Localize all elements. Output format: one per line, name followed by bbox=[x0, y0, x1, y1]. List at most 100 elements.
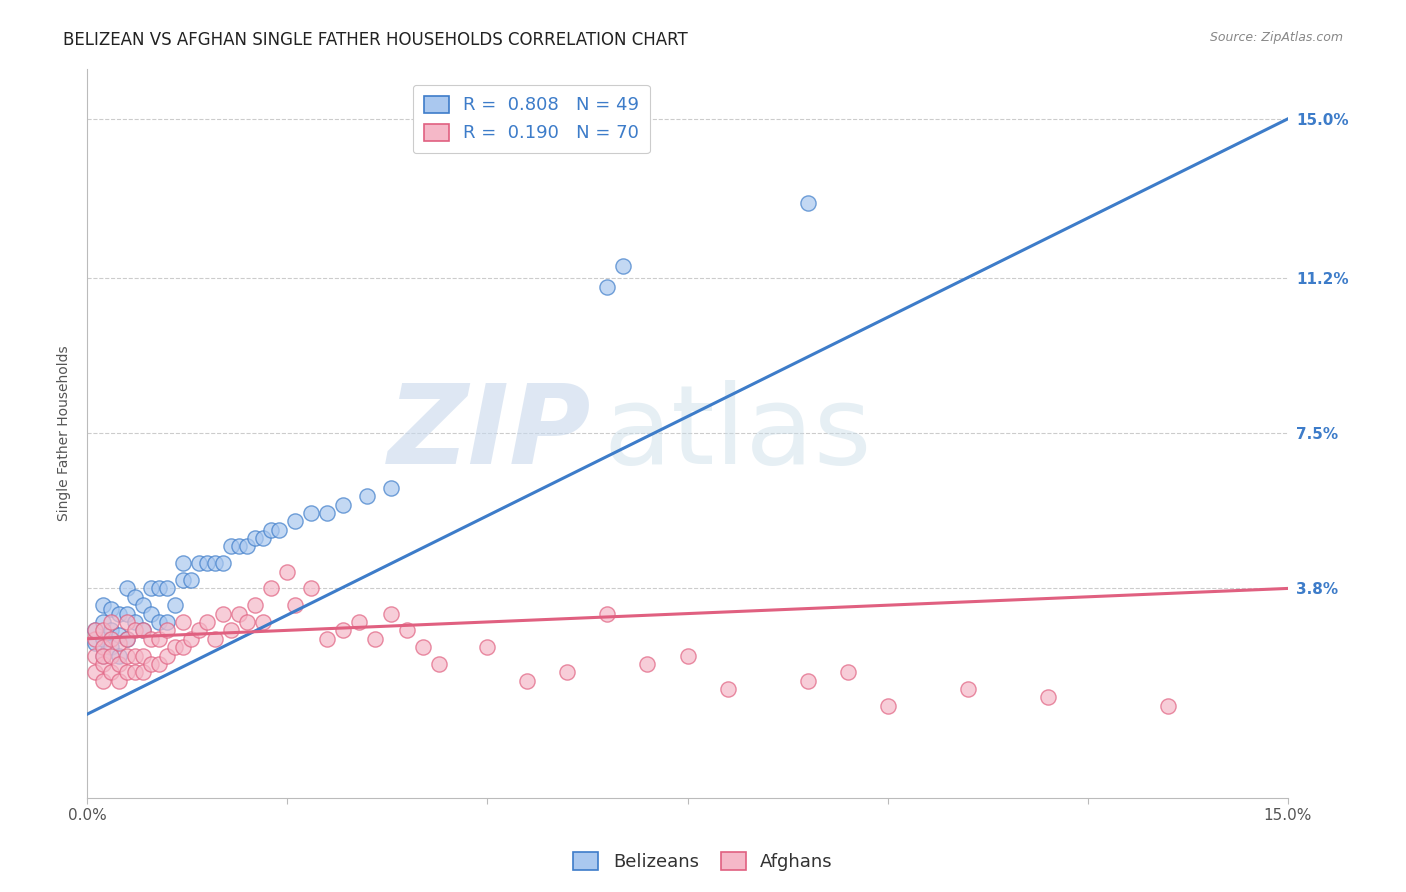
Point bbox=[115, 665, 138, 680]
Point bbox=[516, 673, 538, 688]
Point bbox=[276, 565, 298, 579]
Point bbox=[148, 582, 170, 596]
Point bbox=[132, 648, 155, 663]
Point bbox=[380, 607, 402, 621]
Point bbox=[228, 540, 250, 554]
Point bbox=[165, 640, 187, 654]
Point bbox=[115, 648, 138, 663]
Legend: R =  0.808   N = 49, R =  0.190   N = 70: R = 0.808 N = 49, R = 0.190 N = 70 bbox=[413, 85, 650, 153]
Point bbox=[91, 624, 114, 638]
Point bbox=[252, 615, 274, 629]
Point bbox=[132, 624, 155, 638]
Point bbox=[332, 498, 354, 512]
Point bbox=[115, 632, 138, 646]
Point bbox=[332, 624, 354, 638]
Point bbox=[172, 573, 194, 587]
Point bbox=[91, 648, 114, 663]
Point bbox=[156, 582, 179, 596]
Text: ZIP: ZIP bbox=[388, 380, 592, 487]
Text: atlas: atlas bbox=[603, 380, 872, 487]
Point bbox=[956, 681, 979, 696]
Point bbox=[876, 698, 898, 713]
Point bbox=[132, 624, 155, 638]
Text: BELIZEAN VS AFGHAN SINGLE FATHER HOUSEHOLDS CORRELATION CHART: BELIZEAN VS AFGHAN SINGLE FATHER HOUSEHO… bbox=[63, 31, 688, 49]
Point bbox=[284, 514, 307, 528]
Point bbox=[156, 615, 179, 629]
Point bbox=[260, 582, 283, 596]
Point bbox=[108, 648, 131, 663]
Point bbox=[91, 615, 114, 629]
Point bbox=[716, 681, 738, 696]
Point bbox=[148, 615, 170, 629]
Point bbox=[349, 615, 371, 629]
Point bbox=[91, 648, 114, 663]
Point bbox=[557, 665, 579, 680]
Point bbox=[837, 665, 859, 680]
Y-axis label: Single Father Households: Single Father Households bbox=[58, 345, 72, 521]
Point bbox=[180, 573, 202, 587]
Point bbox=[165, 598, 187, 612]
Point bbox=[228, 607, 250, 621]
Point bbox=[100, 640, 122, 654]
Point bbox=[412, 640, 434, 654]
Point bbox=[100, 648, 122, 663]
Point bbox=[204, 556, 226, 570]
Point bbox=[91, 598, 114, 612]
Point bbox=[188, 624, 211, 638]
Point bbox=[245, 598, 267, 612]
Point bbox=[299, 582, 322, 596]
Point bbox=[115, 615, 138, 629]
Point bbox=[100, 624, 122, 638]
Point bbox=[84, 636, 107, 650]
Point bbox=[299, 506, 322, 520]
Point bbox=[100, 665, 122, 680]
Point bbox=[676, 648, 699, 663]
Point bbox=[84, 632, 107, 646]
Point bbox=[596, 607, 619, 621]
Point bbox=[180, 632, 202, 646]
Point bbox=[141, 632, 163, 646]
Point bbox=[212, 607, 235, 621]
Point bbox=[124, 648, 146, 663]
Legend: Belizeans, Afghans: Belizeans, Afghans bbox=[565, 846, 841, 879]
Point bbox=[84, 624, 107, 638]
Point bbox=[115, 582, 138, 596]
Point bbox=[637, 657, 659, 671]
Point bbox=[100, 615, 122, 629]
Point bbox=[141, 607, 163, 621]
Point bbox=[596, 279, 619, 293]
Point bbox=[91, 657, 114, 671]
Point bbox=[100, 602, 122, 616]
Point bbox=[284, 598, 307, 612]
Point bbox=[245, 531, 267, 545]
Point bbox=[108, 607, 131, 621]
Point bbox=[219, 624, 242, 638]
Point bbox=[124, 624, 146, 638]
Point bbox=[195, 615, 218, 629]
Point bbox=[124, 665, 146, 680]
Point bbox=[84, 624, 107, 638]
Point bbox=[148, 657, 170, 671]
Point bbox=[172, 556, 194, 570]
Point bbox=[269, 523, 291, 537]
Point bbox=[115, 607, 138, 621]
Point bbox=[316, 632, 339, 646]
Point bbox=[427, 657, 450, 671]
Point bbox=[380, 481, 402, 495]
Point bbox=[156, 624, 179, 638]
Point bbox=[132, 665, 155, 680]
Point bbox=[115, 632, 138, 646]
Point bbox=[141, 582, 163, 596]
Point bbox=[260, 523, 283, 537]
Point bbox=[219, 540, 242, 554]
Point bbox=[84, 665, 107, 680]
Point bbox=[148, 632, 170, 646]
Point bbox=[364, 632, 387, 646]
Point bbox=[195, 556, 218, 570]
Point bbox=[1036, 690, 1059, 705]
Point bbox=[252, 531, 274, 545]
Point bbox=[91, 673, 114, 688]
Point bbox=[141, 657, 163, 671]
Point bbox=[172, 615, 194, 629]
Point bbox=[1157, 698, 1180, 713]
